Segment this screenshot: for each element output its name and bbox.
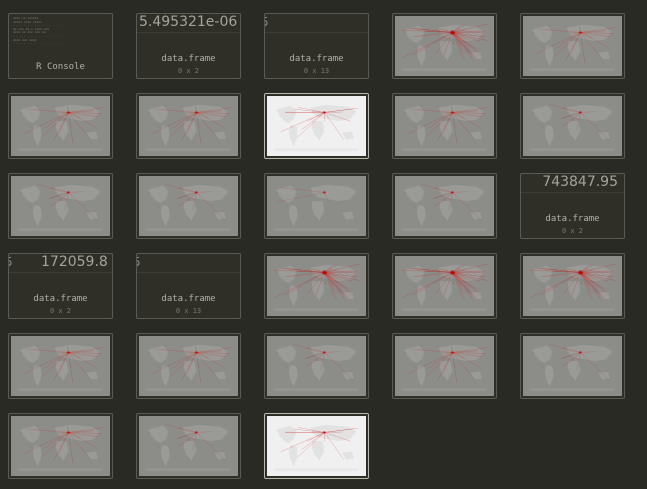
truncated-digit: 5 [137,255,141,269]
map-plot-thumbnail[interactable] [392,13,497,79]
console-label: R Console [36,62,85,72]
map-plot-thumbnail[interactable] [136,413,241,479]
dataframe-type-label: data.frame [289,54,344,64]
map-plot-thumbnail[interactable] [8,173,113,239]
divider [137,32,240,33]
divider [521,192,624,193]
divider [137,272,240,273]
world-map-plot [11,336,110,396]
world-map-plot [267,96,366,156]
world-map-plot [395,96,494,156]
world-map-plot [395,16,494,76]
dataframe-type-label: data.frame [161,54,216,64]
dataframe-thumbnail[interactable]: 5 172059.8 data.frame 0 x 2 [8,253,113,319]
world-map-plot [267,416,366,476]
map-plot-thumbnail[interactable] [136,173,241,239]
console-output-preview: xxxx xx xxxxxx xxxxx xxxx xxxxx - - - - … [13,17,62,46]
map-plot-thumbnail[interactable] [392,333,497,399]
world-map-plot [395,336,494,396]
map-plot-thumbnail[interactable] [8,93,113,159]
r-console-thumbnail[interactable]: xxxx xx xxxxxx xxxxx xxxx xxxxx - - - - … [8,13,113,79]
map-plot-thumbnail[interactable] [520,13,625,79]
world-map-plot [523,256,622,316]
truncated-digit: 5 [265,15,269,29]
map-plot-thumbnail[interactable] [8,413,113,479]
dataframe-dimensions: 0 x 13 [175,307,202,315]
dataframe-type-label: data.frame [33,294,88,304]
world-map-plot [395,256,494,316]
world-map-plot [523,96,622,156]
world-map-plot [139,416,238,476]
map-plot-thumbnail[interactable] [136,93,241,159]
dataframe-thumbnail[interactable]: 5 data.frame 0 x 13 [264,13,369,79]
map-plot-thumbnail[interactable] [392,173,497,239]
divider [9,272,112,273]
dataframe-thumbnail[interactable]: 5.495321e-06 data.frame 0 x 2 [136,13,241,79]
world-map-plot [267,336,366,396]
map-plot-thumbnail[interactable] [520,93,625,159]
dataframe-value: 743847.95 [542,174,618,190]
world-map-plot [11,96,110,156]
world-map-plot [523,16,622,76]
dataframe-dimensions: 0 x 2 [561,227,584,235]
dataframe-value: 172059.8 [41,254,108,270]
world-map-plot [139,96,238,156]
world-map-plot [11,416,110,476]
dataframe-dimensions: 0 x 13 [303,67,330,75]
truncated-digit: 5 [9,255,13,269]
divider [265,32,368,33]
map-plot-thumbnail[interactable] [520,253,625,319]
map-plot-thumbnail[interactable] [392,253,497,319]
map-plot-thumbnail[interactable] [264,253,369,319]
dataframe-value: 5.495321e-06 [139,14,238,30]
world-map-plot [523,336,622,396]
map-plot-thumbnail[interactable] [136,333,241,399]
world-map-plot [139,176,238,236]
map-plot-thumbnail[interactable] [264,413,369,479]
dataframe-type-label: data.frame [545,214,600,224]
world-map-plot [267,256,366,316]
world-map-plot [395,176,494,236]
map-plot-thumbnail[interactable] [264,173,369,239]
dataframe-type-label: data.frame [161,294,216,304]
map-plot-thumbnail[interactable] [264,333,369,399]
dataframe-thumbnail[interactable]: 5 data.frame 0 x 13 [136,253,241,319]
dataframe-dimensions: 0 x 2 [177,67,200,75]
map-plot-thumbnail[interactable] [392,93,497,159]
world-map-plot [139,336,238,396]
map-plot-thumbnail[interactable] [8,333,113,399]
world-map-plot [11,176,110,236]
dataframe-thumbnail[interactable]: 743847.95 data.frame 0 x 2 [520,173,625,239]
map-plot-thumbnail[interactable] [264,93,369,159]
world-map-plot [267,176,366,236]
map-plot-thumbnail[interactable] [520,333,625,399]
dataframe-dimensions: 0 x 2 [49,307,72,315]
